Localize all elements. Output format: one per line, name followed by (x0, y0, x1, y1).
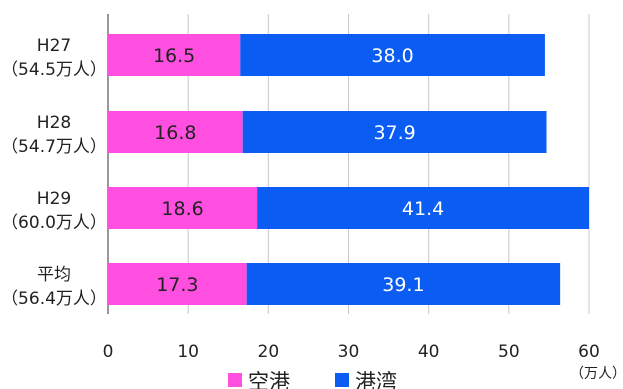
legend-label-港湾: 港湾 (355, 370, 397, 389)
data-label-H27-空港: 16.5 (153, 45, 195, 67)
data-label-H29-空港: 18.6 (161, 198, 203, 220)
x-tick-30: 30 (338, 342, 360, 362)
data-label-H29-港湾: 41.4 (402, 198, 444, 220)
data-label-H27-港湾: 38.0 (371, 45, 413, 67)
category-total-平均: （56.4万人） (1, 289, 107, 309)
bar-H29-港湾 (257, 187, 589, 229)
category-label-H29: H29 (37, 189, 71, 209)
category-label-H27: H27 (37, 36, 71, 56)
data-label-H28-空港: 16.8 (154, 122, 196, 144)
bars: 16.5 38.0 16.8 37.9 18.6 41.4 17.3 39.1 (108, 34, 589, 305)
data-label-平均-港湾: 39.1 (382, 274, 424, 296)
x-tick-60: 60 (578, 342, 600, 362)
data-label-H28-港湾: 37.9 (373, 122, 415, 144)
category-total-H29: （60.0万人） (1, 213, 107, 233)
legend-swatch-港湾 (335, 373, 349, 387)
category-total-H28: （54.7万人） (1, 137, 107, 157)
bar-H28-空港 (108, 111, 243, 153)
x-tick-20: 20 (258, 342, 280, 362)
x-tick-40: 40 (418, 342, 440, 362)
x-axis-unit: （万人） (570, 366, 623, 382)
bar-平均-港湾 (246, 263, 561, 305)
category-total-H27: （54.5万人） (1, 60, 107, 80)
bar-H27-港湾 (240, 34, 545, 76)
legend: 空港 港湾 (228, 370, 397, 389)
x-tick-50: 50 (498, 342, 520, 362)
legend-swatch-空港 (228, 373, 242, 387)
category-label-H28: H28 (37, 113, 71, 133)
x-tick-labels: 0 10 20 30 40 50 60 (103, 342, 600, 362)
x-tick-0: 0 (103, 342, 114, 362)
bar-H27-空港 (108, 34, 241, 76)
bar-平均-空港 (108, 263, 247, 305)
category-label-平均: 平均 (37, 265, 71, 285)
bar-H28-港湾 (242, 111, 547, 153)
data-label-平均-空港: 17.3 (156, 274, 198, 296)
x-tick-10: 10 (177, 342, 199, 362)
legend-label-空港: 空港 (248, 370, 290, 389)
category-labels: H27 （54.5万人） H28 （54.7万人） H29 （60.0万人） 平均 （56.4… (1, 36, 107, 309)
bar-H29-空港 (108, 187, 258, 229)
